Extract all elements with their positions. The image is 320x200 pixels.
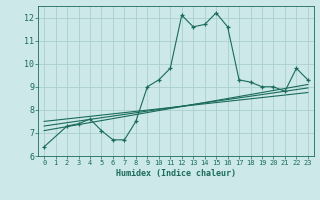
X-axis label: Humidex (Indice chaleur): Humidex (Indice chaleur) [116, 169, 236, 178]
